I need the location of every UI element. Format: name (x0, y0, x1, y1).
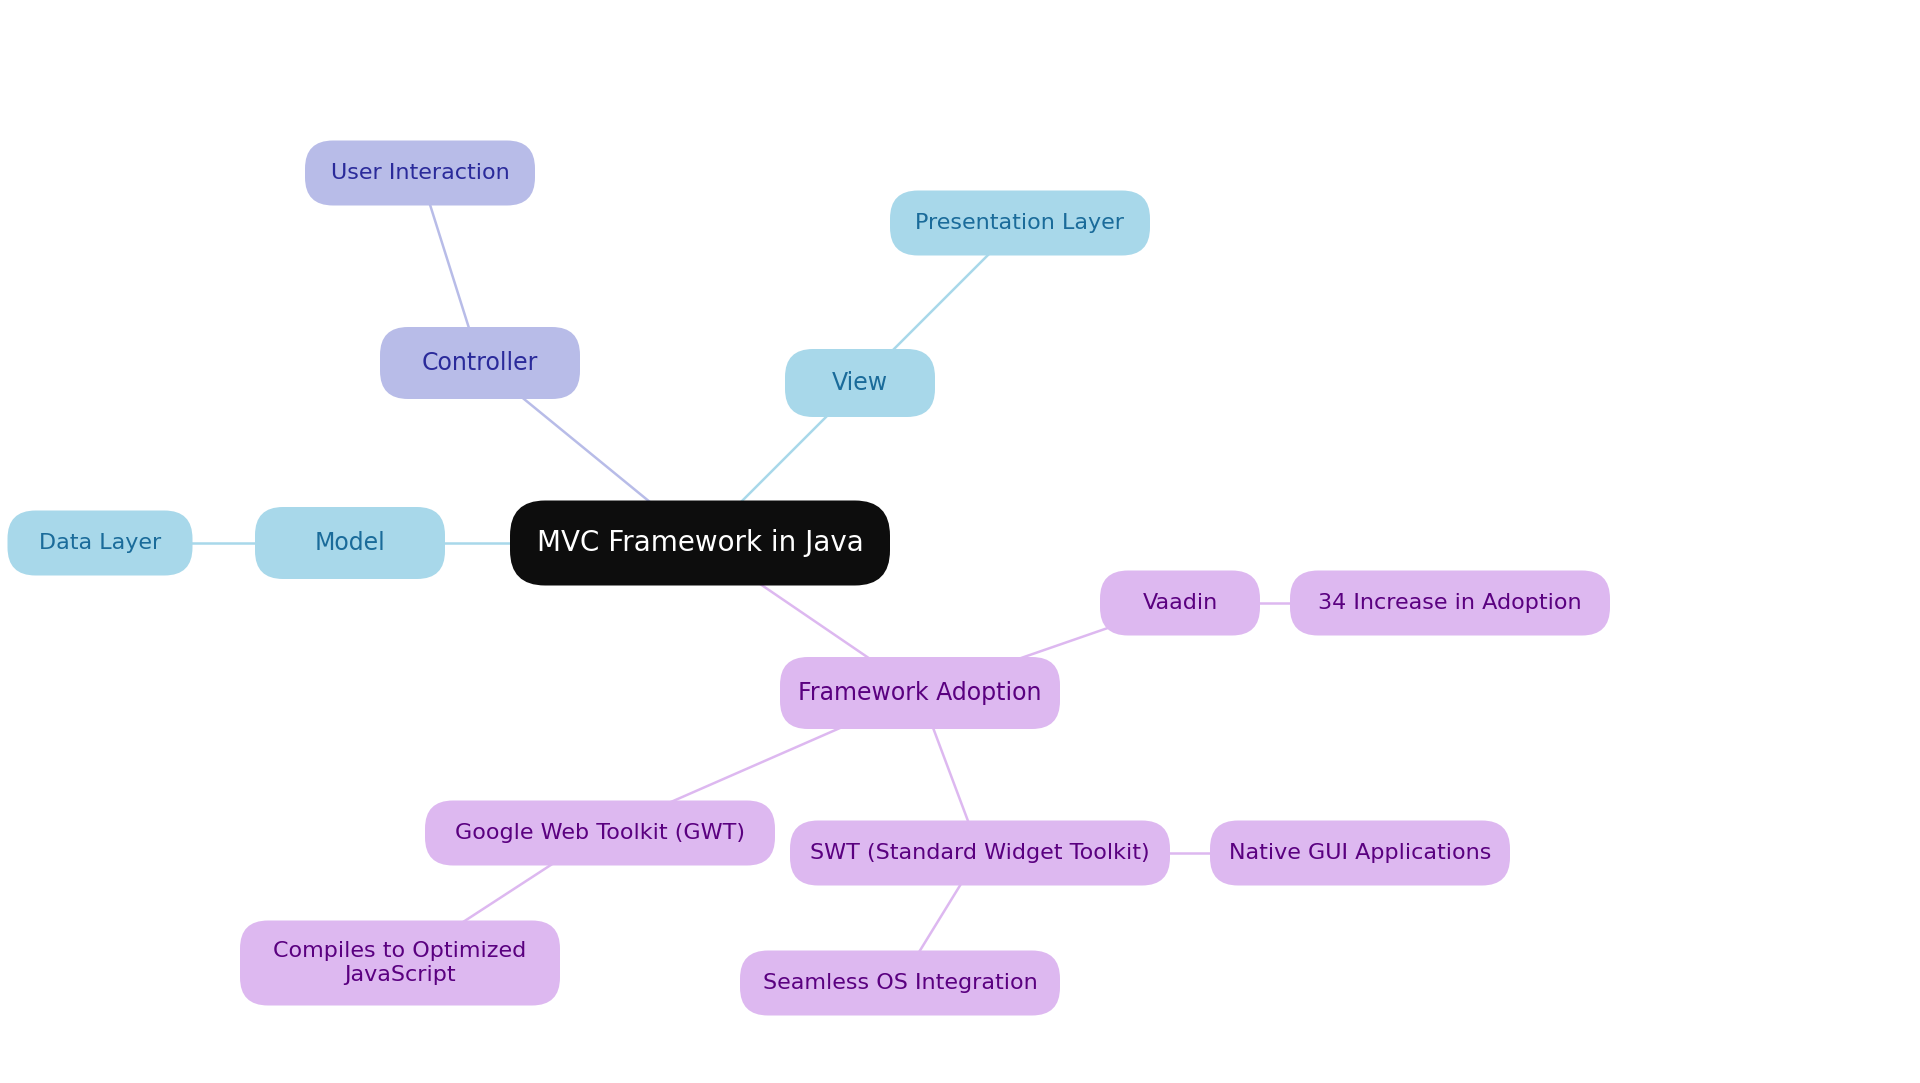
FancyBboxPatch shape (739, 951, 1060, 1016)
Text: Vaadin: Vaadin (1142, 593, 1217, 613)
Text: MVC Framework in Java: MVC Framework in Java (536, 529, 864, 557)
FancyBboxPatch shape (1290, 571, 1611, 636)
Text: Compiles to Optimized
JavaScript: Compiles to Optimized JavaScript (273, 941, 526, 986)
FancyBboxPatch shape (511, 500, 891, 586)
FancyBboxPatch shape (8, 510, 192, 575)
FancyBboxPatch shape (891, 191, 1150, 256)
Text: Model: Model (315, 531, 386, 554)
FancyBboxPatch shape (780, 657, 1060, 729)
FancyBboxPatch shape (240, 921, 561, 1005)
Text: SWT (Standard Widget Toolkit): SWT (Standard Widget Toolkit) (810, 843, 1150, 863)
Text: User Interaction: User Interaction (330, 164, 509, 183)
FancyBboxPatch shape (1210, 821, 1509, 886)
FancyBboxPatch shape (424, 800, 776, 865)
FancyBboxPatch shape (255, 507, 445, 579)
FancyBboxPatch shape (380, 327, 580, 399)
FancyBboxPatch shape (785, 349, 935, 417)
Text: Controller: Controller (422, 351, 538, 375)
Text: Framework Adoption: Framework Adoption (799, 681, 1043, 705)
Text: Presentation Layer: Presentation Layer (916, 213, 1125, 233)
FancyBboxPatch shape (1100, 571, 1260, 636)
Text: Data Layer: Data Layer (38, 533, 161, 553)
Text: Seamless OS Integration: Seamless OS Integration (762, 973, 1037, 993)
Text: 34 Increase in Adoption: 34 Increase in Adoption (1319, 593, 1582, 613)
Text: View: View (831, 371, 889, 395)
FancyBboxPatch shape (789, 821, 1169, 886)
FancyBboxPatch shape (305, 141, 536, 206)
Text: Google Web Toolkit (GWT): Google Web Toolkit (GWT) (455, 823, 745, 843)
Text: Native GUI Applications: Native GUI Applications (1229, 843, 1492, 863)
